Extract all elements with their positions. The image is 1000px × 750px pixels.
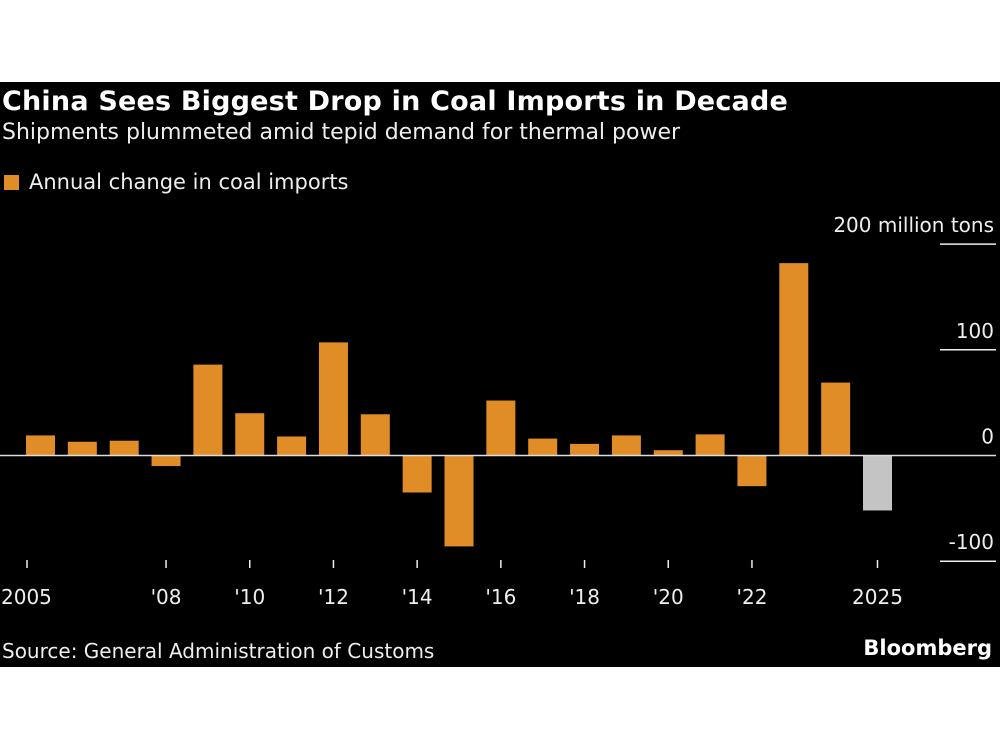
bar-2009 (193, 364, 223, 456)
bar-2011 (277, 436, 307, 456)
chart-title: China Sees Biggest Drop in Coal Imports … (2, 86, 788, 117)
bar-2019 (611, 435, 641, 456)
x-tick-label: '16 (485, 585, 516, 609)
bar-2017 (528, 438, 558, 456)
bar-2018 (570, 443, 600, 456)
bar-2005 (26, 435, 55, 456)
bloomberg-logo: Bloomberg (863, 636, 992, 660)
x-tick-label: '14 (402, 585, 433, 609)
bar-2020 (653, 450, 683, 456)
y-tick-label: 200 million tons (833, 213, 994, 237)
bar-2007 (109, 440, 139, 456)
bar-2014 (402, 455, 432, 493)
legend: Annual change in coal imports (4, 170, 349, 194)
y-tick-label: 100 (956, 319, 994, 343)
legend-label: Annual change in coal imports (29, 170, 349, 194)
y-tick-label: 0 (981, 425, 994, 449)
bar-2008 (151, 455, 181, 467)
x-tick-label: '22 (736, 585, 767, 609)
chart-panel: China Sees Biggest Drop in Coal Imports … (0, 82, 1000, 667)
x-tick-label: '08 (151, 585, 182, 609)
bar-chart: 200 million tons 100 0 -100 2005 '08 '10 '12 '14… (0, 213, 996, 609)
bar-2013 (360, 414, 390, 456)
bar-2015 (444, 455, 474, 547)
bar-2025 (863, 455, 892, 511)
x-tick-label: '20 (653, 585, 684, 609)
bar-2016 (486, 400, 516, 456)
x-tick-label: '12 (318, 585, 349, 609)
source-note: Source: General Administration of Custom… (2, 639, 435, 663)
bar-2006 (67, 441, 97, 456)
legend-swatch (4, 174, 19, 190)
bar-2021 (695, 434, 725, 456)
x-tick-label: 2005 (1, 585, 52, 609)
x-tick-label: '10 (234, 585, 265, 609)
bar-2010 (235, 413, 265, 456)
bar-2024 (821, 382, 851, 456)
bar-2022 (737, 455, 767, 487)
x-tick-label: '18 (569, 585, 600, 609)
bar-2023 (779, 263, 809, 456)
chart-subtitle: Shipments plummeted amid tepid demand fo… (2, 120, 681, 145)
y-tick-label: -100 (949, 530, 994, 554)
x-tick-label: 2025 (852, 585, 903, 609)
bar-2012 (318, 342, 348, 456)
